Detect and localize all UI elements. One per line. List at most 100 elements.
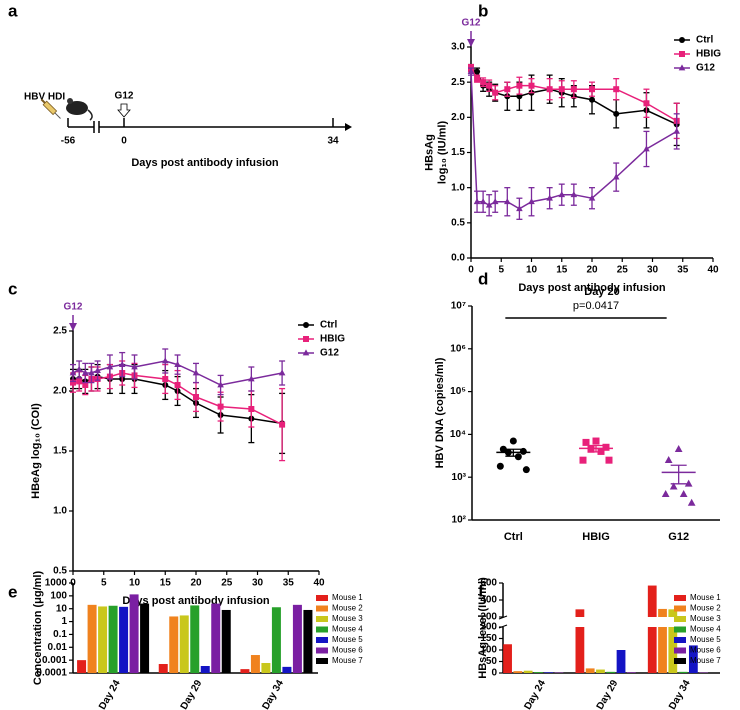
legend-label: Ctrl xyxy=(320,320,337,331)
y-tick-label: 1 xyxy=(61,616,67,627)
legend-label: Mouse 5 xyxy=(332,635,363,644)
annotation: G12 xyxy=(462,18,481,29)
bar xyxy=(534,672,543,673)
marker xyxy=(82,382,89,388)
marker xyxy=(94,367,101,373)
y-tick-label: 10⁴ xyxy=(450,429,466,440)
hbv-label: HBV HDI xyxy=(24,92,65,103)
marker xyxy=(479,198,487,205)
timeline-arrow xyxy=(345,123,352,131)
x-tick-label: Ctrl xyxy=(504,531,523,543)
y-tick-label: 0.5 xyxy=(451,217,465,228)
annotation: G12 xyxy=(64,302,83,313)
marker xyxy=(118,361,126,367)
panel-letter: b xyxy=(478,1,488,20)
y-tick-label: 1000 xyxy=(45,578,68,589)
bar xyxy=(606,671,616,673)
y-tick-label: 200 xyxy=(480,612,497,623)
y-tick-label: 10 xyxy=(56,603,68,614)
marker xyxy=(669,482,678,490)
x-tick-label: 30 xyxy=(647,265,659,276)
y-axis-label: Concentration (μg/ml) xyxy=(32,571,44,686)
marker xyxy=(162,376,169,382)
y-tick-label: 0.01 xyxy=(48,642,68,653)
mouse-icon xyxy=(66,98,93,121)
legend-swatch xyxy=(316,647,328,654)
marker xyxy=(480,79,487,86)
y-tick-label: 2.0 xyxy=(451,112,465,123)
x-tick-label: 20 xyxy=(586,265,598,276)
marker xyxy=(82,369,89,376)
marker xyxy=(612,173,620,180)
timeline-label: 0 xyxy=(121,136,127,147)
y-tick-label: 600 xyxy=(480,578,497,589)
bar xyxy=(544,672,554,673)
y-tick-label: 50 xyxy=(486,656,498,667)
legend-swatch xyxy=(316,605,328,612)
x-tick-label: Day 29 xyxy=(179,678,205,710)
timeline-label: -56 xyxy=(61,136,76,147)
panel-letter: c xyxy=(8,279,17,298)
legend-label: Mouse 1 xyxy=(690,593,721,602)
x-axis-label: Days post antibody infusion xyxy=(518,282,666,294)
bar xyxy=(575,609,585,617)
y-tick-label: 2.5 xyxy=(53,326,67,337)
legend-label: Mouse 6 xyxy=(690,646,721,655)
legend-label: G12 xyxy=(320,348,339,359)
marker xyxy=(486,82,493,89)
marker xyxy=(570,191,578,198)
marker xyxy=(516,82,523,89)
y-tick-label: 1.5 xyxy=(451,147,465,158)
marker xyxy=(570,86,577,93)
bar xyxy=(503,644,512,673)
y-tick-label: 10² xyxy=(452,515,467,526)
bar xyxy=(129,594,139,673)
marker xyxy=(499,445,507,453)
marker xyxy=(248,406,255,412)
bar xyxy=(87,604,97,673)
marker xyxy=(678,64,686,71)
y-axis-label: HBV DNA (copies/ml) xyxy=(434,357,446,468)
annotation-arrowhead xyxy=(69,323,77,331)
bar xyxy=(108,605,118,673)
x-axis-label: Days post antibody infusion xyxy=(122,595,270,607)
bar xyxy=(303,609,313,673)
legend-label: Mouse 3 xyxy=(332,614,363,623)
legend-label: Mouse 4 xyxy=(332,625,363,634)
x-tick-label: HBIG xyxy=(582,531,610,543)
marker xyxy=(516,205,523,212)
marker xyxy=(643,145,650,152)
legend-swatch xyxy=(674,626,686,633)
marker xyxy=(69,369,77,376)
marker xyxy=(589,86,595,93)
marker xyxy=(588,194,596,201)
syringe-icon xyxy=(40,98,61,119)
panel-letter: f xyxy=(478,581,484,600)
x-tick-label: Day 34 xyxy=(260,678,286,710)
legend-label: Mouse 4 xyxy=(690,625,721,634)
bar xyxy=(513,671,523,673)
bar xyxy=(221,609,231,673)
marker xyxy=(504,198,511,205)
x-tick-label: 25 xyxy=(617,265,629,276)
bar xyxy=(647,585,657,617)
marker xyxy=(88,369,95,376)
x-tick-label: 10 xyxy=(526,265,538,276)
y-axis-label: HBeAg log₁₀ (COI) xyxy=(30,403,42,499)
legend-label: HBIG xyxy=(320,334,345,345)
y-tick-label: 150 xyxy=(480,633,497,644)
marker xyxy=(193,394,199,400)
chart-title: Day 20 xyxy=(584,286,619,298)
marker xyxy=(679,51,685,57)
y-axis-label: log₁₀ (IU/ml) xyxy=(436,121,448,185)
timeline-x-label: Days post antibody infusion xyxy=(131,157,279,169)
y-tick-label: 0.0 xyxy=(451,253,465,264)
marker xyxy=(684,479,693,487)
x-tick-label: 5 xyxy=(498,265,504,276)
marker xyxy=(528,198,535,205)
legend-label: Mouse 3 xyxy=(690,614,721,623)
marker xyxy=(192,369,200,376)
marker xyxy=(174,361,181,367)
marker xyxy=(474,68,481,75)
y-tick-label: 2.0 xyxy=(53,386,67,397)
